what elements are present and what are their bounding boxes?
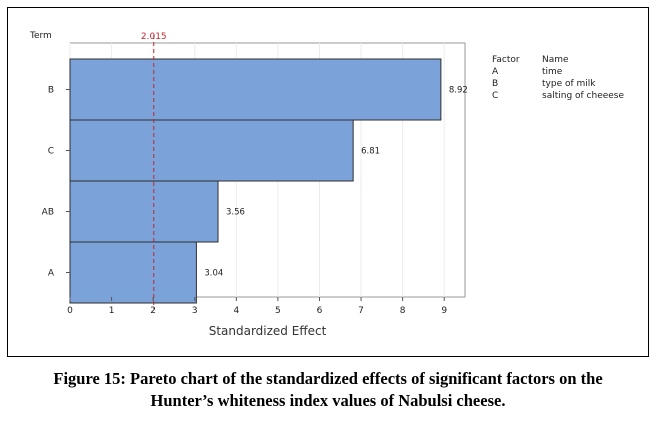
bar-ab: [69, 180, 219, 243]
category-label: A: [48, 269, 55, 279]
legend-name: type of milk: [542, 79, 596, 89]
legend-header-name: Name: [542, 55, 569, 65]
legend-name: time: [542, 67, 563, 77]
y-axis-title: Term: [29, 31, 52, 41]
data-label: 3.04: [204, 269, 223, 279]
figure-frame: B 8.92 C 6.81 AB 3.56 A 3.04 2.015 0 1 2 3 4 5 6 7 8 9 Term…: [7, 7, 649, 357]
legend-row: C salting of cheeese: [492, 90, 624, 102]
legend-factor: A: [492, 67, 499, 77]
x-tick-label: 5: [275, 306, 281, 316]
data-label: 8.92: [449, 86, 468, 96]
category-label: C: [48, 147, 54, 157]
legend-row: A time: [492, 66, 624, 78]
legend-row: B type of milk: [492, 78, 624, 90]
x-tick-label: 4: [233, 306, 239, 316]
x-tick-label: 0: [67, 306, 73, 316]
reference-line-label: 2.015: [141, 32, 167, 42]
bar-c: [69, 119, 354, 182]
x-tick-label: 3: [192, 306, 198, 316]
x-tick-label: 1: [109, 306, 115, 316]
x-tick-label: 8: [400, 306, 406, 316]
x-tick-label: 2: [150, 306, 156, 316]
legend-header: Factor Name: [492, 54, 624, 66]
x-tick-label: 7: [358, 306, 364, 316]
caption-line-1: Figure 15: Pareto chart of the standardi…: [53, 369, 603, 388]
caption-line-2: Hunter’s whiteness index values of Nabul…: [150, 391, 506, 410]
legend-factor: B: [492, 79, 499, 89]
x-axis-title: Standardized Effect: [209, 324, 327, 338]
legend-name: salting of cheeese: [542, 91, 625, 101]
category-label: B: [48, 86, 54, 96]
bar-b: [69, 58, 442, 121]
category-label: AB: [42, 208, 54, 218]
data-label: 3.56: [226, 208, 245, 218]
pareto-chart: B 8.92 C 6.81 AB 3.56 A 3.04 2.015 0 1 2 3 4 5 6 7 8 9 Term…: [29, 31, 468, 338]
legend-header-factor: Factor: [492, 55, 520, 65]
x-tick-label: 6: [317, 306, 323, 316]
figure-caption: Figure 15: Pareto chart of the standardi…: [0, 368, 656, 412]
x-tick-label: 9: [441, 306, 447, 316]
legend-factor: C: [492, 91, 499, 101]
bar-a: [69, 241, 197, 304]
factor-legend: Factor Name A time B type of milk C salt…: [492, 54, 624, 102]
data-label: 6.81: [361, 147, 380, 157]
